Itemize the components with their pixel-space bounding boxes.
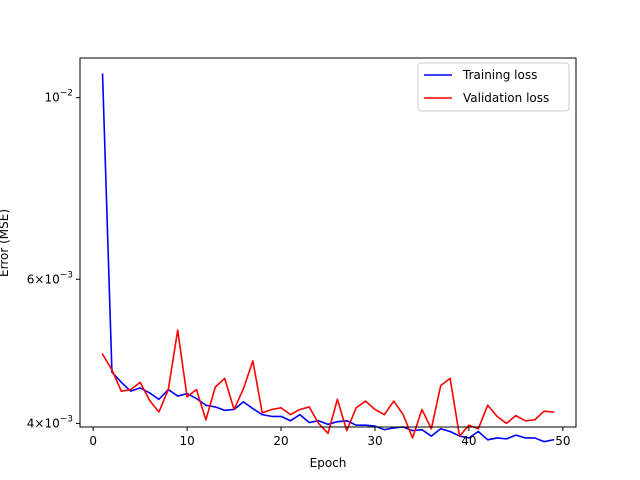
plot-area	[80, 58, 576, 427]
x-tick-label: 50	[555, 434, 570, 448]
legend-box	[417, 62, 570, 112]
legend: Training loss Validation loss	[417, 62, 570, 112]
y-tick-label: 10−2	[44, 89, 73, 105]
x-axis-ticks: 0 10 20 30 40 50	[89, 427, 570, 448]
x-axis-label: Epoch	[310, 456, 347, 470]
y-tick-label: 4×10−3	[27, 414, 73, 430]
axes-spines	[79, 57, 577, 428]
x-tick-label: 0	[89, 434, 97, 448]
x-tick-label: 10	[179, 434, 194, 448]
legend-label: Training loss	[462, 68, 537, 82]
y-tick-label: 6×10−3	[27, 270, 73, 286]
series-line-training-loss	[101, 73, 555, 443]
x-tick-label: 30	[367, 434, 382, 448]
series-line-validation-loss	[101, 329, 555, 439]
axes-frame	[79, 57, 577, 428]
x-tick-label: 20	[273, 434, 288, 448]
x-tick-label: 40	[461, 434, 476, 448]
y-axis-ticks: 4×10−3 6×10−3 10−2	[27, 89, 80, 430]
legend-label: Validation loss	[463, 91, 549, 105]
plot-lines	[101, 73, 555, 443]
y-axis-label: Error (MSE)	[0, 209, 11, 277]
